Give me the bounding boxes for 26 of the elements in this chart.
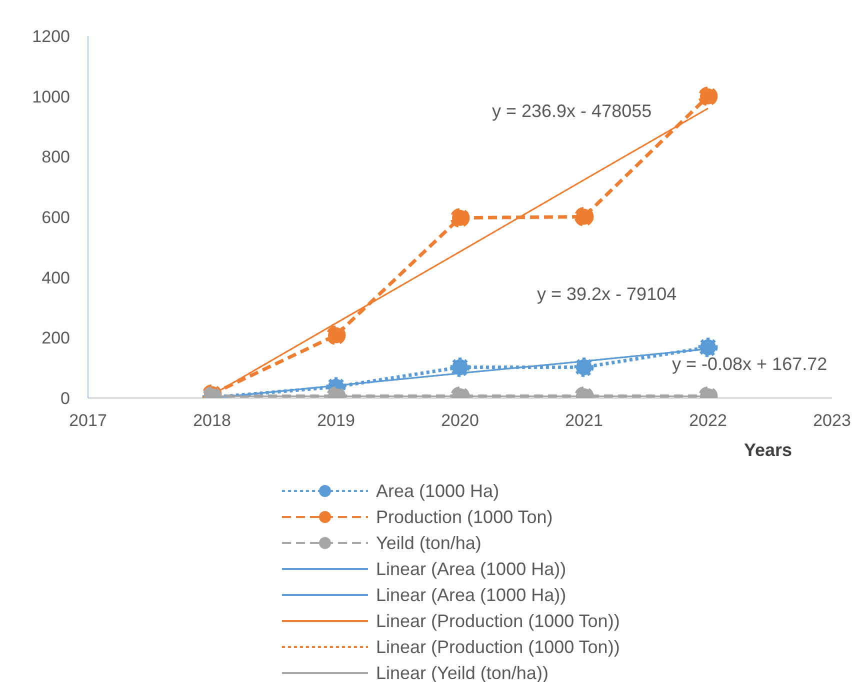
legend-label: Production (1000 Ton) xyxy=(376,506,553,528)
legend-label: Linear (Production (1000 Ton)) xyxy=(376,610,620,632)
annotation: y = -0.08x + 167.72 xyxy=(671,354,828,375)
x-tick-label: 2019 xyxy=(317,411,355,430)
x-axis-title: Years xyxy=(742,440,794,461)
y-tick-label: 1200 xyxy=(32,27,70,46)
x-tick-label: 2020 xyxy=(441,411,479,430)
annotation: y = 236.9x - 478055 xyxy=(491,101,653,122)
x-tick-label: 2018 xyxy=(193,411,231,430)
legend-label: Linear (Area (1000 Ha)) xyxy=(376,558,566,580)
y-tick-label: 0 xyxy=(60,389,70,408)
legend-label: Yeild (ton/ha) xyxy=(376,532,482,554)
legend-label: Linear (Production (1000 Ton)) xyxy=(376,636,620,658)
x-tick-label: 2017 xyxy=(69,411,107,430)
x-tick-label: 2022 xyxy=(689,411,727,430)
y-tick-label: 600 xyxy=(42,208,70,228)
legend-label: Area (1000 Ha) xyxy=(376,480,500,502)
legend-label: Linear (Yeild (ton/ha)) xyxy=(376,662,548,682)
legend-label: Linear (Area (1000 Ha)) xyxy=(376,584,566,606)
x-tick-label: 2021 xyxy=(565,411,603,430)
y-tick-label: 1000 xyxy=(32,87,70,106)
x-tick-label: 2023 xyxy=(813,411,851,430)
y-tick-label: 400 xyxy=(42,268,70,288)
y-tick-label: 800 xyxy=(42,148,70,167)
annotation: y = 39.2x - 79104 xyxy=(536,284,678,305)
y-tick-label: 200 xyxy=(42,328,70,348)
